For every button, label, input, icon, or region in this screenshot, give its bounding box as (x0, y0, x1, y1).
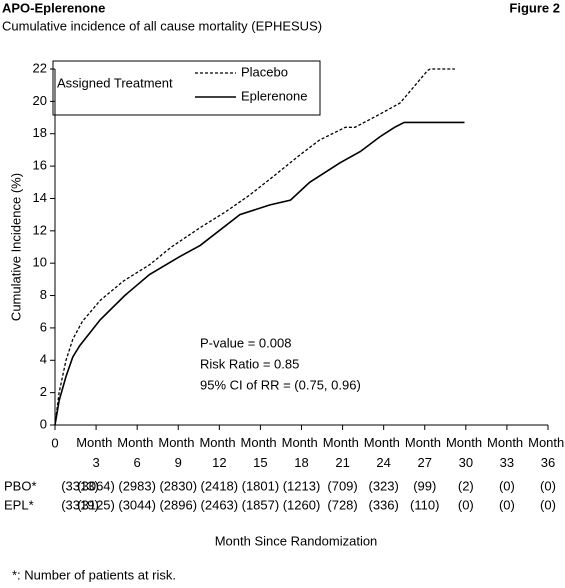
footnote: *: Number of patients at risk. (12, 567, 176, 582)
annotation: 95% CI of RR = (0.75, 0.96) (200, 377, 361, 392)
x-tick-label: Month 30 (446, 435, 486, 470)
risk-count: (1260) (283, 497, 321, 512)
risk-row-label: PBO* (4, 478, 37, 493)
y-tick-label: 0 (40, 416, 47, 431)
risk-count: (709) (327, 478, 357, 493)
y-tick-label: 6 (40, 319, 47, 334)
risk-count: (2418) (201, 478, 239, 493)
risk-count: (3064) (77, 478, 115, 493)
legend-box (52, 60, 321, 116)
y-tick-label: 16 (33, 158, 47, 173)
y-tick-label: 10 (33, 255, 47, 270)
risk-count: (3125) (77, 497, 115, 512)
risk-count: (1801) (242, 478, 280, 493)
y-tick-label: 14 (33, 190, 47, 205)
x-tick-label: Month 15 (241, 435, 281, 470)
y-tick-label: 20 (33, 93, 47, 108)
y-tick-label: 18 (33, 125, 47, 140)
risk-count: (2463) (201, 497, 239, 512)
risk-count: (2896) (159, 497, 197, 512)
y-tick-label: 12 (33, 222, 47, 237)
x-tick-label: Month 3 (76, 435, 116, 470)
annotation: P-value = 0.008 (200, 335, 291, 350)
figure-label: Figure 2 (509, 0, 560, 15)
risk-count: (2) (458, 478, 474, 493)
risk-count: (1857) (242, 497, 280, 512)
y-axis-label: Cumulative Incidence (%) (8, 173, 23, 321)
x-tick-label: Month 24 (364, 435, 404, 470)
annotation: Risk Ratio = 0.85 (200, 356, 299, 371)
x-tick-label: Month 27 (405, 435, 445, 470)
risk-count: (1213) (283, 478, 321, 493)
risk-count: (3319) (61, 497, 99, 512)
risk-count: (0) (540, 478, 556, 493)
legend-label: Placebo (241, 64, 288, 79)
risk-count: (3313) (61, 478, 99, 493)
risk-count: (336) (368, 497, 398, 512)
y-tick-label: 4 (40, 352, 47, 367)
risk-count: (110) (410, 497, 439, 512)
x-tick-label: Month 36 (528, 435, 565, 470)
header: APO-Eplerenone (2, 0, 105, 15)
x-tick-label: 0 (51, 435, 58, 450)
risk-count: (0) (540, 497, 556, 512)
risk-count: (728) (327, 497, 357, 512)
risk-count: (2983) (118, 478, 156, 493)
line-series (54, 121, 465, 426)
chart-title: Cumulative incidence of all cause mortal… (2, 18, 322, 33)
risk-count: (0) (499, 478, 515, 493)
x-axis-label: Month Since Randomization (215, 533, 378, 548)
legend-label: Eplerenone (241, 88, 308, 103)
risk-count: (323) (368, 478, 398, 493)
risk-row-label: EPL* (4, 497, 34, 512)
line-series (54, 68, 455, 426)
x-tick-label: Month 33 (487, 435, 527, 470)
risk-count: (2830) (159, 478, 197, 493)
risk-count: (0) (499, 497, 515, 512)
x-tick-label: Month 9 (158, 435, 198, 470)
risk-count: (0) (458, 497, 474, 512)
y-tick-label: 8 (40, 287, 47, 302)
x-tick-label: Month 12 (199, 435, 239, 470)
risk-count: (99) (413, 478, 436, 493)
legend-title: Assigned Treatment (57, 75, 173, 90)
x-tick-label: Month 18 (282, 435, 322, 470)
risk-count: (3044) (118, 497, 156, 512)
y-tick-label: 22 (33, 60, 47, 75)
x-tick-label: Month 6 (117, 435, 157, 470)
x-tick-label: Month 21 (323, 435, 363, 470)
y-tick-label: 2 (40, 384, 47, 399)
